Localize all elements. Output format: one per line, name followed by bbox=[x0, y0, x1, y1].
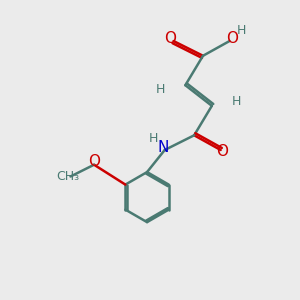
Text: O: O bbox=[226, 32, 238, 46]
Text: N: N bbox=[158, 140, 169, 154]
Text: H: H bbox=[148, 132, 158, 145]
Text: O: O bbox=[216, 144, 228, 159]
Text: H: H bbox=[237, 24, 246, 37]
Text: O: O bbox=[88, 154, 100, 169]
Text: O: O bbox=[165, 32, 177, 46]
Text: H: H bbox=[156, 83, 165, 96]
Text: CH₃: CH₃ bbox=[56, 170, 79, 183]
Text: H: H bbox=[232, 95, 242, 108]
